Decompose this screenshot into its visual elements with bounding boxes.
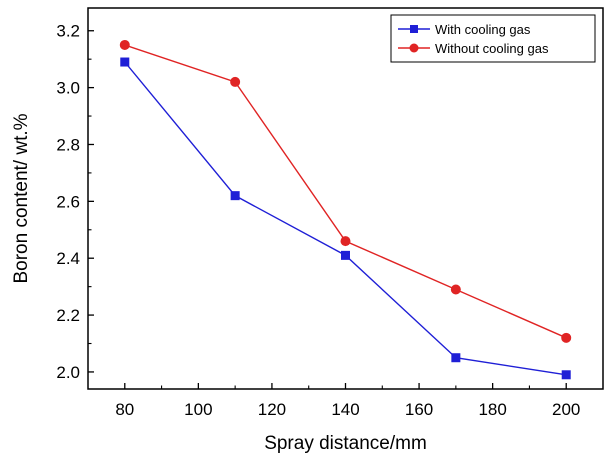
y-tick-label: 2.4 <box>56 249 80 268</box>
data-point <box>120 57 130 67</box>
data-point <box>451 353 461 363</box>
y-tick-label: 2.2 <box>56 306 80 325</box>
plot-frame <box>87 7 604 390</box>
data-point <box>340 236 351 247</box>
data-point <box>341 250 350 260</box>
legend-marker <box>410 25 418 33</box>
legend-entry: With cooling gas <box>398 22 531 37</box>
series-layer <box>119 39 572 380</box>
legend-label: With cooling gas <box>435 22 531 37</box>
legend-marker <box>409 43 419 53</box>
y-axis-ticks: 2.0 2.2 2.4 2.6 2.8 3.0 3.2 <box>56 22 94 382</box>
plot-border <box>87 7 604 390</box>
data-point <box>230 191 240 201</box>
y-tick-label: 2.8 <box>56 135 80 154</box>
legend-entry: Without cooling gas <box>398 41 549 56</box>
y-axis-title: Boron content/ wt.% <box>11 113 32 283</box>
series-line <box>124 61 567 376</box>
legend-label: Without cooling gas <box>435 41 549 56</box>
x-axis-ticks: 80 100 120 140 160 180 200 <box>115 383 580 419</box>
data-point <box>119 39 130 50</box>
x-axis-title: Spray distance/mm <box>264 433 427 454</box>
x-tick-label: 100 <box>184 400 212 419</box>
data-point <box>561 370 571 380</box>
data-point <box>230 76 241 87</box>
x-tick-label: 180 <box>478 400 506 419</box>
data-point <box>450 284 461 295</box>
legend-box <box>390 14 596 63</box>
x-tick-label: 120 <box>258 400 286 419</box>
legend: With cooling gas Without cooling gas <box>390 14 596 63</box>
x-tick-label: 200 <box>552 400 580 419</box>
x-tick-label: 160 <box>405 400 433 419</box>
y-tick-label: 2.6 <box>56 192 80 211</box>
y-tick-label: 2.0 <box>56 363 80 382</box>
series-line <box>124 44 567 339</box>
x-tick-label: 140 <box>331 400 359 419</box>
y-tick-label: 3.0 <box>56 79 80 98</box>
series-1 <box>120 57 571 380</box>
series-2 <box>119 39 572 343</box>
x-tick-label: 80 <box>115 400 134 419</box>
data-point <box>561 332 572 343</box>
y-tick-label: 3.2 <box>56 22 80 41</box>
